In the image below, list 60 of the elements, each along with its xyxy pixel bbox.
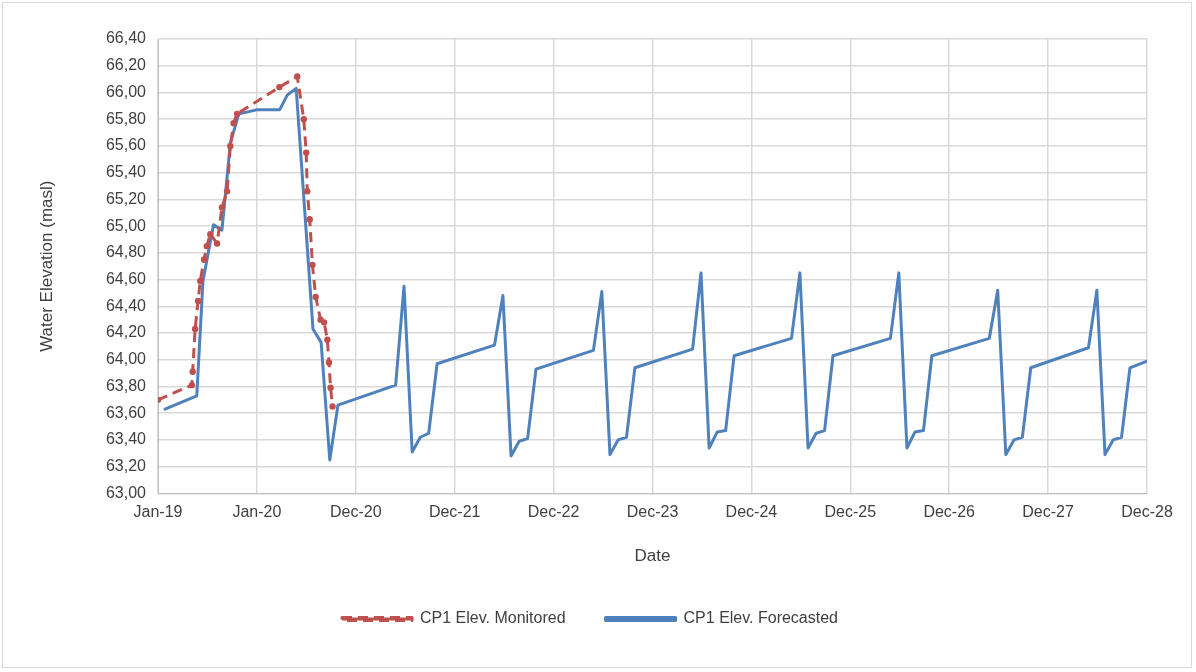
point [324, 336, 331, 343]
point [191, 325, 199, 333]
y-tick-label: 63,40 [105, 430, 147, 448]
y-tick-label: 65,00 [105, 216, 147, 234]
point [194, 297, 202, 305]
y-tick-label: 63,80 [105, 376, 147, 394]
point [312, 293, 319, 301]
point [300, 115, 307, 123]
point [207, 230, 214, 238]
point [327, 384, 334, 392]
point [325, 359, 333, 366]
point [213, 240, 221, 247]
y-tick-label: 65,80 [105, 109, 147, 127]
y-tick-label: 63,60 [105, 403, 147, 421]
point [227, 142, 234, 150]
y-tick-label: 64,80 [105, 243, 147, 261]
point [218, 204, 226, 211]
x-tick-label: Dec-25 [824, 503, 877, 521]
y-tick-label: 66,20 [105, 56, 147, 74]
point [306, 216, 313, 223]
y-tick-label: 65,40 [105, 163, 147, 181]
point [304, 188, 311, 195]
point [294, 73, 301, 80]
point [188, 381, 196, 389]
point [200, 256, 208, 263]
x-tick-label: Dec-28 [1121, 503, 1173, 521]
legend-label: CP1 Elev. Monitored [420, 609, 566, 627]
y-tick-label: 66,00 [105, 82, 147, 100]
y-tick-label: 65,60 [105, 136, 147, 154]
point [320, 319, 328, 326]
x-tick-label: Dec-24 [725, 503, 778, 521]
point [203, 242, 210, 250]
point [197, 277, 204, 285]
point [329, 403, 336, 410]
x-axis-title: Date [634, 546, 671, 566]
y-tick-label: 63,20 [105, 457, 147, 475]
y-tick-label: 64,20 [105, 323, 147, 341]
point [303, 149, 310, 156]
point [223, 188, 231, 195]
x-tick-label: Dec-20 [330, 503, 382, 521]
x-tick-label: Jan-19 [133, 503, 183, 521]
x-tick-label: Jan-20 [232, 503, 282, 521]
point [233, 110, 241, 118]
point [189, 368, 196, 375]
x-tick-label: Dec-22 [527, 503, 580, 521]
y-tick-label: 66,40 [105, 29, 147, 47]
x-tick-label: Dec-26 [923, 503, 976, 521]
y-tick-label: 63,00 [105, 483, 147, 501]
legend-label: CP1 Elev. Forecasted [683, 609, 838, 627]
point [276, 83, 283, 91]
x-tick-label: Dec-21 [428, 503, 481, 521]
y-tick-label: 64,40 [105, 296, 147, 314]
x-tick-label: Dec-23 [626, 503, 679, 521]
y-tick-label: 65,20 [105, 189, 147, 207]
point [230, 120, 237, 127]
x-tick-label: Dec-27 [1022, 503, 1074, 521]
point [309, 261, 316, 269]
y-tick-label: 64,00 [105, 350, 147, 368]
y-tick-label: 64,60 [105, 269, 147, 287]
y-axis-title: Water Elevation (masl) [36, 180, 56, 352]
